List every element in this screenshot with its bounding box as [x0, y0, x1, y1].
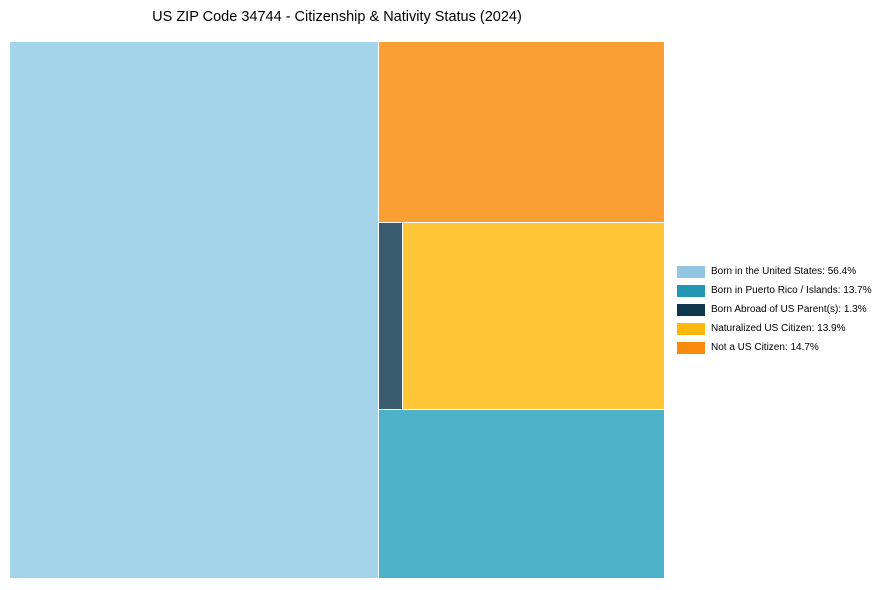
legend-swatch [677, 322, 705, 335]
legend-label: Born in the United States: 56.4% [711, 265, 857, 277]
legend-label: Born in Puerto Rico / Islands: 13.7% [711, 284, 872, 296]
treemap-cell-born-in-puerto-rico-islands[interactable] [378, 409, 664, 578]
legend-item-naturalized-us-citizen[interactable]: Naturalized US Citizen: 13.9% [677, 319, 872, 338]
chart-legend: Born in the United States: 56.4% Born in … [677, 262, 872, 357]
treemap-cell-born-abroad-of-us-parent-s[interactable] [378, 222, 403, 409]
treemap-plot [10, 42, 664, 578]
legend-item-not-a-us-citizen[interactable]: Not a US Citizen: 14.7% [677, 338, 872, 357]
treemap-cell-born-in-the-united-states[interactable] [10, 42, 378, 578]
treemap-cell-not-a-us-citizen[interactable] [378, 42, 664, 222]
legend-label: Born Abroad of US Parent(s): 1.3% [711, 303, 867, 315]
legend-swatch [677, 284, 705, 297]
treemap-cell-naturalized-us-citizen[interactable] [403, 222, 664, 409]
chart-title: US ZIP Code 34744 - Citizenship & Nativi… [152, 9, 522, 25]
legend-item-born-abroad-of-us-parent-s[interactable]: Born Abroad of US Parent(s): 1.3% [677, 300, 872, 319]
legend-item-born-in-the-united-states[interactable]: Born in the United States: 56.4% [677, 262, 872, 281]
legend-swatch [677, 303, 705, 316]
legend-swatch [677, 341, 705, 354]
legend-label: Naturalized US Citizen: 13.9% [711, 322, 846, 334]
legend-swatch [677, 265, 705, 278]
legend-label: Not a US Citizen: 14.7% [711, 341, 819, 353]
legend-item-born-in-puerto-rico-islands[interactable]: Born in Puerto Rico / Islands: 13.7% [677, 281, 872, 300]
